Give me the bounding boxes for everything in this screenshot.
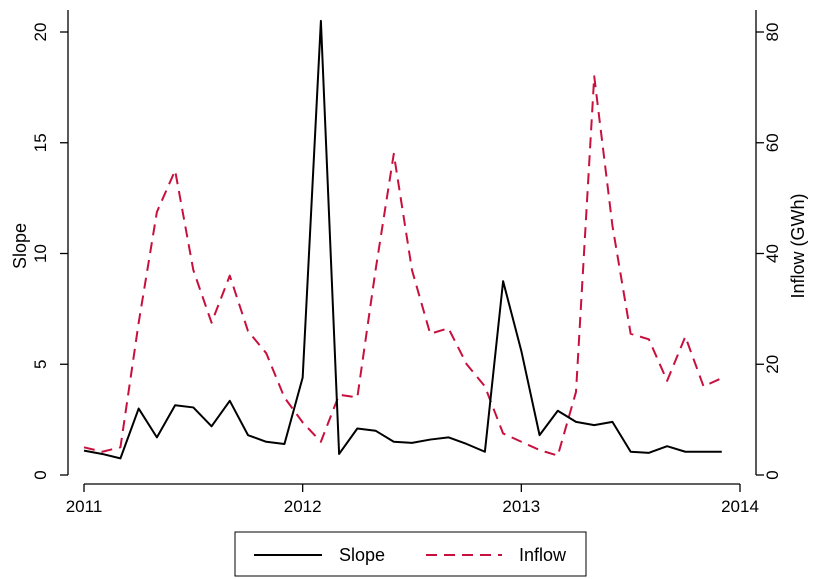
y-right-axis-title: Inflow (GWh) <box>788 193 808 298</box>
y-right-tick-label: 80 <box>763 23 782 42</box>
y-left-tick-label: 10 <box>31 244 50 263</box>
y-left-axis-title: Slope <box>10 223 30 269</box>
legend: Slope Inflow <box>234 531 587 577</box>
x-tick-label: 2013 <box>502 497 540 516</box>
y-left-tick-label: 20 <box>31 23 50 42</box>
y-left-tick-label: 5 <box>31 360 50 369</box>
y-left-axis-ticks: 0 5 10 15 20 <box>31 23 68 480</box>
x-tick-label: 2011 <box>66 497 103 516</box>
y-right-tick-label: 0 <box>763 470 782 479</box>
legend-label-inflow: Inflow <box>519 545 567 565</box>
x-axis-ticks: 2011 2012 2013 2014 <box>66 484 759 516</box>
y-left-tick-label: 15 <box>31 133 50 152</box>
x-tick-label: 2012 <box>284 497 322 516</box>
plot-area: 2011 2012 2013 2014 0 5 10 15 20 0 20 40 60 80 Slop… <box>10 10 808 516</box>
x-tick-label: 2014 <box>721 497 759 516</box>
y-right-tick-label: 40 <box>763 244 782 263</box>
series-layer <box>83 19 723 460</box>
y-left-tick-label: 0 <box>31 470 50 479</box>
y-right-tick-label: 60 <box>763 133 782 152</box>
y-right-axis-ticks: 0 20 40 60 80 <box>756 23 782 480</box>
legend-label-slope: Slope <box>339 545 385 565</box>
y-right-tick-label: 20 <box>763 355 782 374</box>
series-line-inflow <box>83 75 723 457</box>
series-line-slope <box>83 19 722 460</box>
